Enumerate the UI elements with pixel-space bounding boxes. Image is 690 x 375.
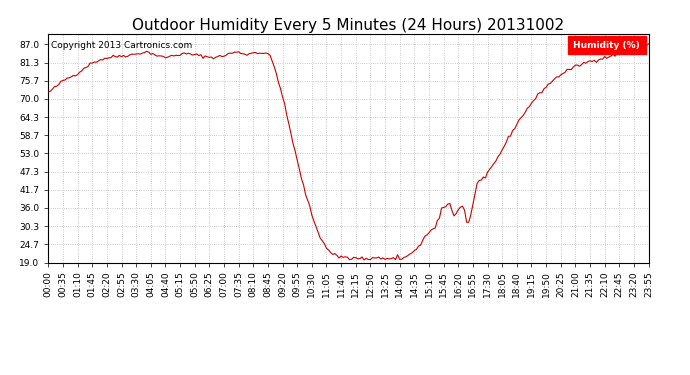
Title: Outdoor Humidity Every 5 Minutes (24 Hours) 20131002: Outdoor Humidity Every 5 Minutes (24 Hou…	[132, 18, 564, 33]
Text: Humidity (%): Humidity (%)	[573, 41, 640, 50]
Text: Copyright 2013 Cartronics.com: Copyright 2013 Cartronics.com	[51, 40, 193, 50]
FancyBboxPatch shape	[568, 36, 646, 54]
